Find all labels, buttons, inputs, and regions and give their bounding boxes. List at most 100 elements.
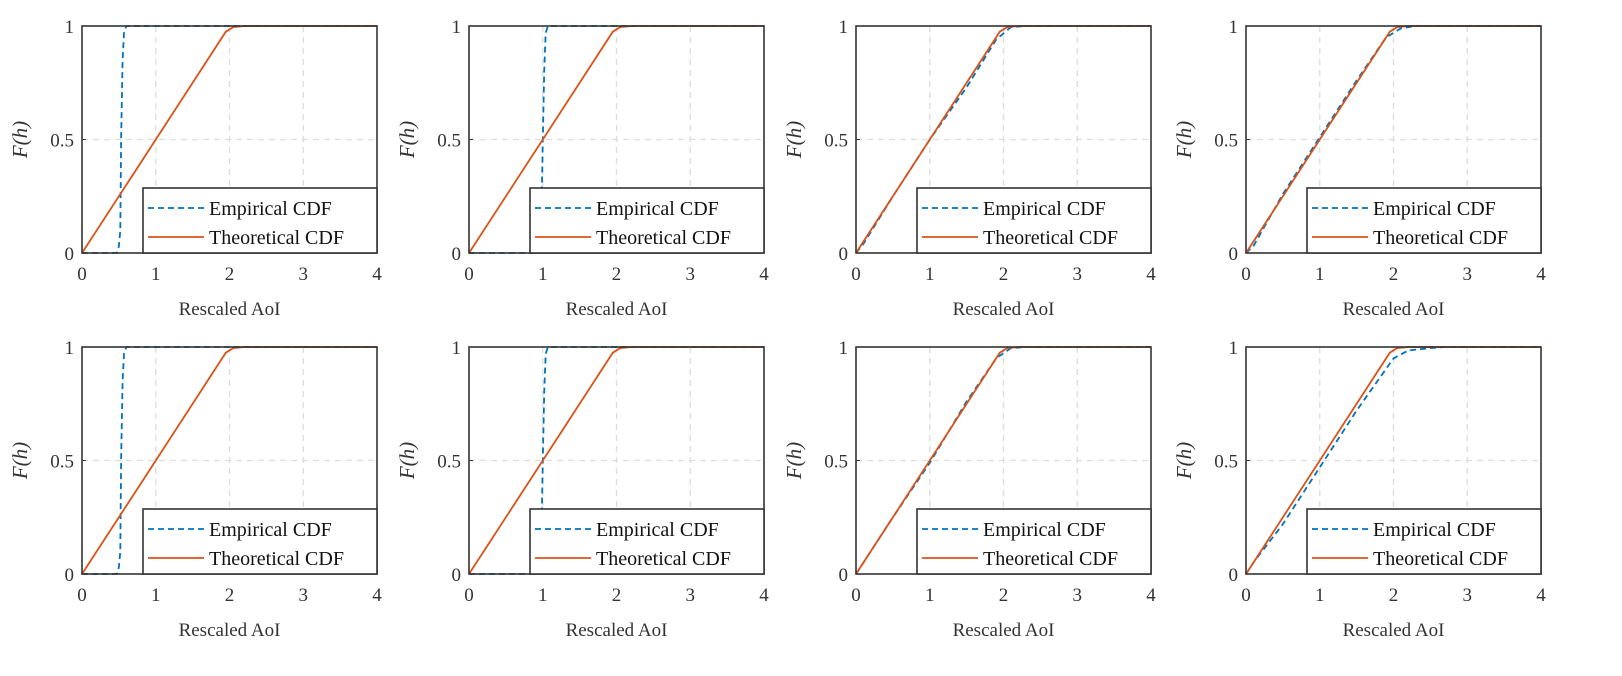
x-axis-label: Rescaled AoI bbox=[179, 299, 281, 320]
x-tick-label: 0 bbox=[464, 264, 474, 285]
y-tick-label: 0.5 bbox=[437, 452, 461, 473]
x-tick-label: 3 bbox=[299, 585, 309, 606]
y-tick-label: 0.5 bbox=[1214, 452, 1238, 473]
y-tick-label: 0 bbox=[452, 244, 462, 265]
legend-label: Theoretical CDF bbox=[983, 548, 1118, 570]
subplot-2: 0 1 2 3 4 0 0.5 1 Empirical CDF Theoretical CDF Re… bbox=[395, 17, 769, 320]
x-tick-label: 4 bbox=[1536, 585, 1546, 606]
y-tick-label: 1 bbox=[65, 17, 75, 38]
x-tick-label: 0 bbox=[851, 585, 861, 606]
y-axis-label: F(h) bbox=[782, 442, 806, 480]
y-tick-label: 0.5 bbox=[1214, 131, 1238, 152]
legend-label: Theoretical CDF bbox=[209, 548, 344, 570]
x-tick-label: 2 bbox=[999, 264, 1009, 285]
x-tick-label: 4 bbox=[372, 585, 382, 606]
y-tick-label: 0 bbox=[839, 565, 849, 586]
x-tick-label: 4 bbox=[1146, 585, 1156, 606]
y-tick-label: 0 bbox=[839, 244, 849, 265]
legend-box bbox=[529, 187, 765, 254]
y-tick-label: 0.5 bbox=[824, 131, 848, 152]
subplot-4: 0 1 2 3 4 0 0.5 1 Empirical CDF Theoretical CDF Re… bbox=[1172, 17, 1546, 320]
y-tick-label: 1 bbox=[1229, 338, 1239, 359]
legend-label: Empirical CDF bbox=[596, 519, 719, 541]
legend-label: Empirical CDF bbox=[1373, 519, 1496, 541]
y-tick-label: 0 bbox=[452, 565, 462, 586]
y-axis-label: F(h) bbox=[395, 121, 419, 159]
legend: Empirical CDF Theoretical CDF bbox=[1306, 187, 1542, 254]
y-tick-label: 0.5 bbox=[824, 452, 848, 473]
x-tick-label: 3 bbox=[686, 585, 696, 606]
legend-label: Theoretical CDF bbox=[596, 548, 731, 570]
y-tick-label: 0 bbox=[65, 244, 75, 265]
legend-label: Theoretical CDF bbox=[596, 227, 731, 249]
x-tick-label: 0 bbox=[77, 585, 87, 606]
y-tick-label: 0 bbox=[65, 565, 75, 586]
x-tick-label: 3 bbox=[299, 264, 309, 285]
y-axis-label: F(h) bbox=[8, 121, 32, 159]
y-axis-label: F(h) bbox=[1172, 121, 1196, 159]
y-tick-label: 0.5 bbox=[50, 131, 74, 152]
x-tick-label: 1 bbox=[151, 264, 161, 285]
legend-label: Empirical CDF bbox=[1373, 198, 1496, 220]
x-tick-label: 0 bbox=[77, 264, 87, 285]
y-axis-label: F(h) bbox=[1172, 442, 1196, 480]
x-tick-label: 0 bbox=[851, 264, 861, 285]
x-tick-label: 2 bbox=[999, 585, 1009, 606]
legend-box bbox=[916, 187, 1152, 254]
legend: Empirical CDF Theoretical CDF bbox=[529, 187, 765, 254]
x-tick-label: 4 bbox=[759, 585, 769, 606]
subplot-3: 0 1 2 3 4 0 0.5 1 Empirical CDF Theoretical CDF Re… bbox=[782, 17, 1156, 320]
subplot-5: 0 1 2 3 4 0 0.5 1 Empirical CDF Theoretical CDF Re… bbox=[8, 338, 382, 641]
x-tick-label: 2 bbox=[612, 585, 622, 606]
y-tick-label: 0 bbox=[1229, 244, 1239, 265]
subplot-6: 0 1 2 3 4 0 0.5 1 Empirical CDF Theoretical CDF Re… bbox=[395, 338, 769, 641]
x-axis-label: Rescaled AoI bbox=[1343, 620, 1445, 641]
legend-box bbox=[529, 508, 765, 575]
y-tick-label: 1 bbox=[839, 338, 849, 359]
x-tick-label: 1 bbox=[925, 264, 935, 285]
subplot-8: 0 1 2 3 4 0 0.5 1 Empirical CDF Theoretical CDF Re… bbox=[1172, 338, 1546, 641]
x-tick-label: 4 bbox=[1146, 264, 1156, 285]
x-tick-label: 3 bbox=[686, 264, 696, 285]
y-tick-label: 0.5 bbox=[437, 131, 461, 152]
x-tick-label: 3 bbox=[1073, 585, 1083, 606]
legend-label: Empirical CDF bbox=[983, 198, 1106, 220]
x-axis-label: Rescaled AoI bbox=[953, 299, 1055, 320]
legend: Empirical CDF Theoretical CDF bbox=[142, 508, 378, 575]
empirical-cdf-line bbox=[82, 346, 377, 575]
x-tick-label: 2 bbox=[1389, 585, 1399, 606]
empirical-cdf-line bbox=[82, 25, 377, 254]
x-tick-label: 4 bbox=[1536, 264, 1546, 285]
legend-label: Theoretical CDF bbox=[209, 227, 344, 249]
x-axis-label: Rescaled AoI bbox=[179, 620, 281, 641]
y-axis-label: F(h) bbox=[8, 442, 32, 480]
y-tick-label: 0.5 bbox=[50, 452, 74, 473]
legend-label: Empirical CDF bbox=[209, 519, 332, 541]
legend-label: Theoretical CDF bbox=[1373, 227, 1508, 249]
subplot-1: 0 1 2 3 4 0 0.5 1 Empirical CDF Theoretical CDF Re… bbox=[8, 17, 382, 320]
x-tick-label: 3 bbox=[1463, 585, 1473, 606]
legend: Empirical CDF Theoretical CDF bbox=[916, 508, 1152, 575]
legend-box bbox=[142, 508, 378, 575]
y-tick-label: 0 bbox=[1229, 565, 1239, 586]
legend: Empirical CDF Theoretical CDF bbox=[916, 187, 1152, 254]
x-tick-label: 0 bbox=[1241, 585, 1251, 606]
x-tick-label: 2 bbox=[612, 264, 622, 285]
x-axis-label: Rescaled AoI bbox=[566, 620, 668, 641]
x-tick-label: 4 bbox=[372, 264, 382, 285]
legend: Empirical CDF Theoretical CDF bbox=[1306, 508, 1542, 575]
x-tick-label: 1 bbox=[1315, 264, 1325, 285]
legend-box bbox=[142, 187, 378, 254]
x-axis-label: Rescaled AoI bbox=[1343, 299, 1445, 320]
y-axis-label: F(h) bbox=[782, 121, 806, 159]
y-axis-label: F(h) bbox=[395, 442, 419, 480]
legend-label: Theoretical CDF bbox=[1373, 548, 1508, 570]
legend-label: Empirical CDF bbox=[596, 198, 719, 220]
y-tick-label: 1 bbox=[65, 338, 75, 359]
legend-box bbox=[1306, 187, 1542, 254]
x-axis-label: Rescaled AoI bbox=[566, 299, 668, 320]
x-tick-label: 3 bbox=[1073, 264, 1083, 285]
x-tick-label: 1 bbox=[1315, 585, 1325, 606]
legend: Empirical CDF Theoretical CDF bbox=[142, 187, 378, 254]
